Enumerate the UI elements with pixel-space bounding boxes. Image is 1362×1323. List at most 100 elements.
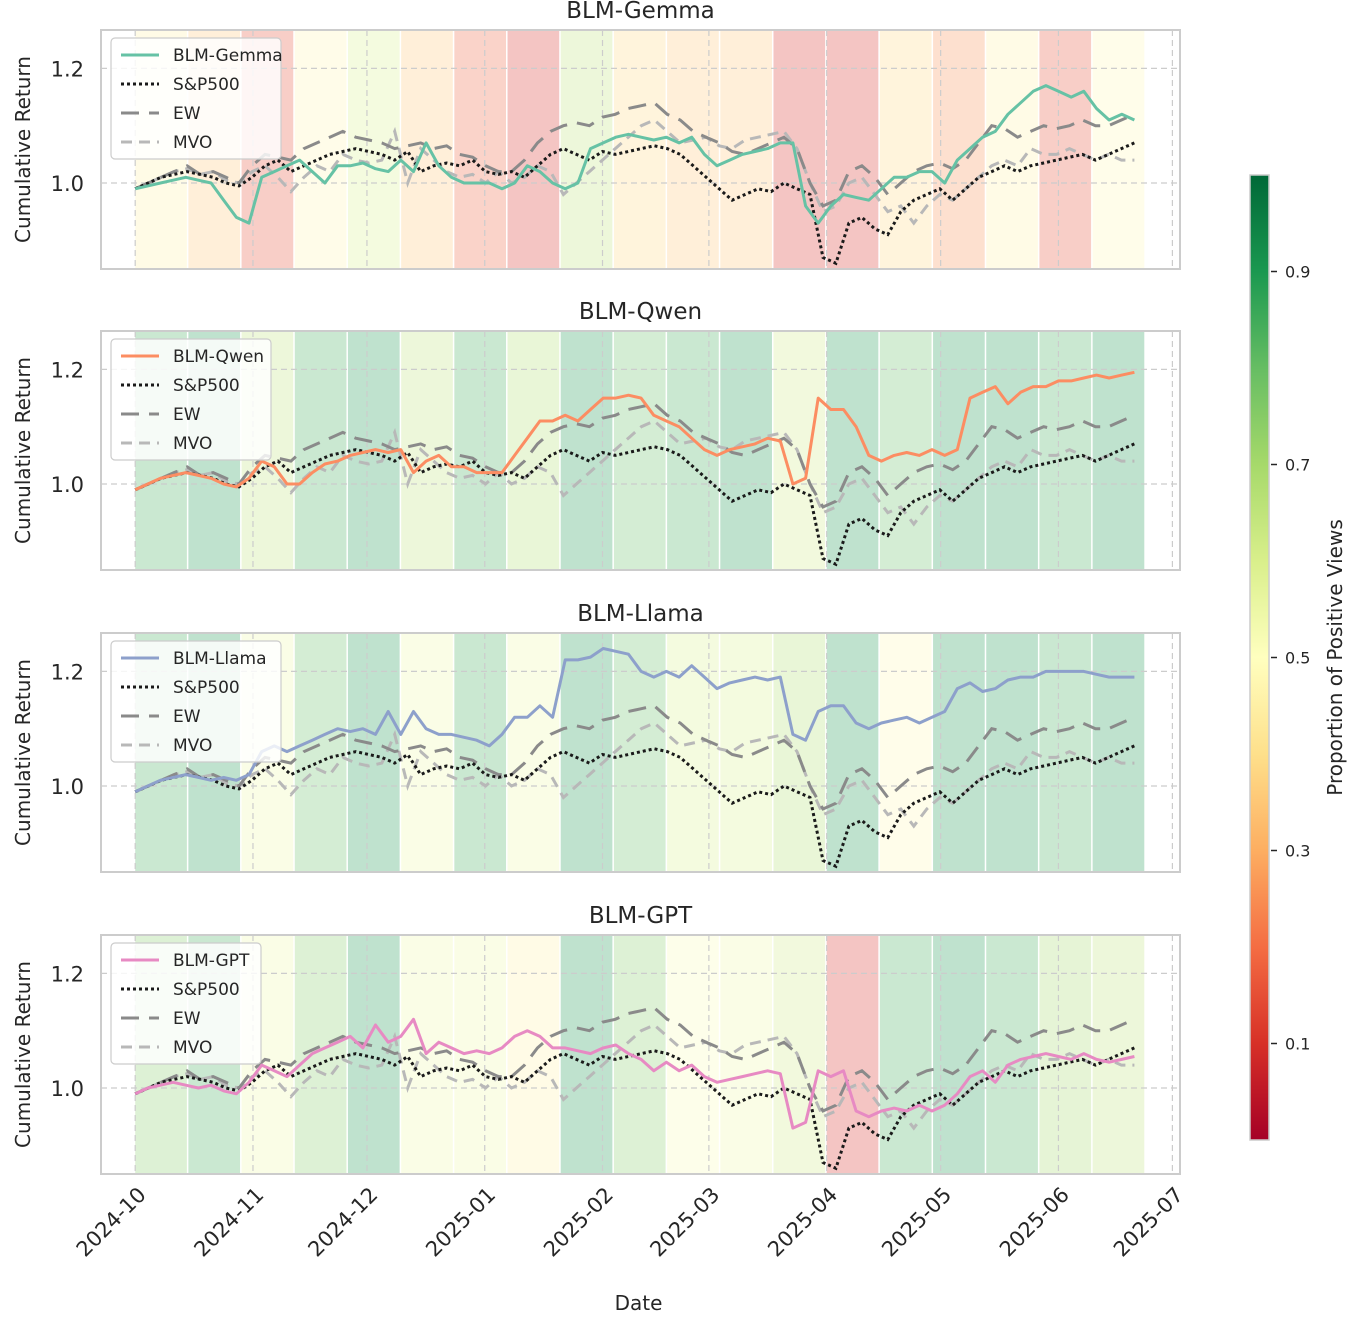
panel-title: BLM-Qwen bbox=[579, 299, 702, 325]
sentiment-band bbox=[454, 935, 507, 1174]
sentiment-band bbox=[879, 935, 932, 1174]
series-blm-gpt bbox=[134, 1017, 1135, 1130]
legend: BLM-Llama S&P500 EW MVO bbox=[110, 640, 282, 763]
y-tick-label: 1.0 bbox=[51, 775, 84, 799]
sentiment-band bbox=[347, 30, 400, 269]
y-tick-label: 1.2 bbox=[51, 358, 84, 382]
sentiment-band bbox=[933, 30, 985, 269]
sentiment-band bbox=[773, 30, 826, 269]
plot-frame bbox=[100, 330, 1181, 571]
x-tick-label: 2025-05 bbox=[877, 1183, 956, 1262]
sentiment-band bbox=[879, 331, 932, 570]
legend-label: MVO bbox=[173, 736, 212, 756]
x-tick-label: 2025-07 bbox=[1109, 1183, 1188, 1262]
colorbar-tick-label: 0.7 bbox=[1285, 456, 1310, 475]
legend-label: EW bbox=[173, 1009, 201, 1029]
panel-blm-gemma: BLM-Gemma 1.0 1.2 Cumulative Return BLM-Gemm… bbox=[11, 0, 1181, 270]
legend-label: BLM-GPT bbox=[173, 951, 250, 971]
panel-blm-qwen: BLM-Qwen 1.0 1.2 Cumulative Return BLM-Qwen S… bbox=[11, 299, 1181, 571]
sentiment-band bbox=[1092, 331, 1145, 570]
legend-box bbox=[110, 37, 282, 160]
panel-blm-llama: BLM-Llama 1.0 1.2 Cumulative Return BLM-Llam… bbox=[11, 601, 1181, 873]
y-tick-label: 1.2 bbox=[51, 962, 84, 986]
sentiment-band bbox=[933, 633, 985, 872]
sentiment-band bbox=[560, 331, 613, 570]
series-ew bbox=[134, 101, 1136, 208]
y-axis-label: Cumulative Return bbox=[11, 659, 35, 846]
x-tick-label: 2025-06 bbox=[995, 1183, 1074, 1262]
sentiment-band bbox=[986, 331, 1038, 570]
sentiment-band bbox=[1092, 633, 1145, 872]
y-tick-label: 1.0 bbox=[51, 1077, 84, 1101]
legend-label: S&P500 bbox=[173, 75, 240, 95]
x-tick-label: 2024-11 bbox=[189, 1183, 268, 1262]
sentiment-band bbox=[294, 30, 347, 269]
sentiment-band bbox=[986, 633, 1038, 872]
x-tick-label: 2024-12 bbox=[303, 1183, 382, 1262]
legend-label: S&P500 bbox=[173, 980, 240, 1000]
sentiment-band bbox=[933, 331, 985, 570]
sentiment-band bbox=[1092, 935, 1145, 1174]
colorbar-label: Proportion of Positive Views bbox=[1323, 519, 1347, 796]
y-axis-label: Cumulative Return bbox=[11, 961, 35, 1148]
sentiment-band bbox=[879, 30, 932, 269]
legend-label: MVO bbox=[173, 1038, 212, 1058]
plot-frame bbox=[100, 29, 1181, 270]
sentiment-band bbox=[986, 30, 1038, 269]
legend-label: EW bbox=[173, 104, 201, 124]
legend-label: MVO bbox=[173, 434, 212, 454]
x-tick-label: 2025-01 bbox=[421, 1183, 500, 1262]
sentiment-band bbox=[933, 935, 985, 1174]
sentiment-band bbox=[826, 633, 879, 872]
sentiment-band bbox=[294, 633, 347, 872]
y-axis-label: Cumulative Return bbox=[11, 357, 35, 544]
colorbar-tick-label: 0.1 bbox=[1285, 1035, 1310, 1054]
legend-label: S&P500 bbox=[173, 376, 240, 396]
sentiment-band bbox=[347, 633, 400, 872]
legend-box bbox=[110, 640, 282, 763]
series-ew bbox=[134, 704, 1136, 811]
sentiment-band bbox=[667, 633, 719, 872]
sentiment-band bbox=[773, 935, 826, 1174]
plot-area bbox=[101, 935, 1180, 1174]
sentiment-band bbox=[294, 935, 347, 1174]
legend-label: EW bbox=[173, 405, 201, 425]
sentiment-band bbox=[401, 30, 453, 269]
series-sp500 bbox=[134, 442, 1136, 567]
sentiment-band bbox=[667, 30, 719, 269]
sentiment-band bbox=[773, 331, 826, 570]
legend-label: S&P500 bbox=[173, 678, 240, 698]
y-tick-label: 1.0 bbox=[51, 172, 84, 196]
panel-title: BLM-Gemma bbox=[566, 0, 714, 24]
colorbar-tick-label: 0.9 bbox=[1285, 263, 1310, 282]
sentiment-band bbox=[879, 633, 932, 872]
sentiment-band bbox=[454, 331, 507, 570]
y-tick-label: 1.2 bbox=[51, 660, 84, 684]
plot-frame bbox=[100, 632, 1181, 873]
legend-label: BLM-Llama bbox=[173, 649, 267, 669]
colorbar: 0.1 0.3 0.5 0.7 0.9 Proportion of Positive Vi… bbox=[1249, 174, 1347, 1141]
panel-blm-gpt: BLM-GPT 1.0 1.2 Cumulative Return BLM-GPT S&P… bbox=[11, 903, 1181, 1175]
y-tick-label: 1.2 bbox=[51, 57, 84, 81]
series-blm-llama bbox=[134, 647, 1135, 794]
y-tick-label: 1.0 bbox=[51, 473, 84, 497]
series-ew bbox=[134, 1006, 1136, 1113]
x-tick-label: 2025-04 bbox=[763, 1183, 842, 1262]
x-tick-label: 2025-03 bbox=[645, 1183, 724, 1262]
legend: BLM-GPT S&P500 EW MVO bbox=[110, 942, 262, 1065]
series-sp500 bbox=[134, 744, 1136, 869]
series-blm-gemma bbox=[134, 84, 1136, 225]
sentiment-band bbox=[667, 935, 719, 1174]
series-ew bbox=[134, 402, 1136, 509]
sentiment-band bbox=[401, 633, 453, 872]
sentiment-band bbox=[826, 30, 879, 269]
series-sp500 bbox=[134, 141, 1136, 266]
legend-box bbox=[110, 338, 272, 461]
legend: BLM-Qwen S&P500 EW MVO bbox=[110, 338, 272, 461]
sentiment-band bbox=[1092, 30, 1145, 269]
sentiment-band bbox=[454, 633, 507, 872]
sentiment-band bbox=[667, 331, 719, 570]
colorbar-tick-label: 0.5 bbox=[1285, 649, 1310, 668]
sentiment-band bbox=[986, 935, 1038, 1174]
